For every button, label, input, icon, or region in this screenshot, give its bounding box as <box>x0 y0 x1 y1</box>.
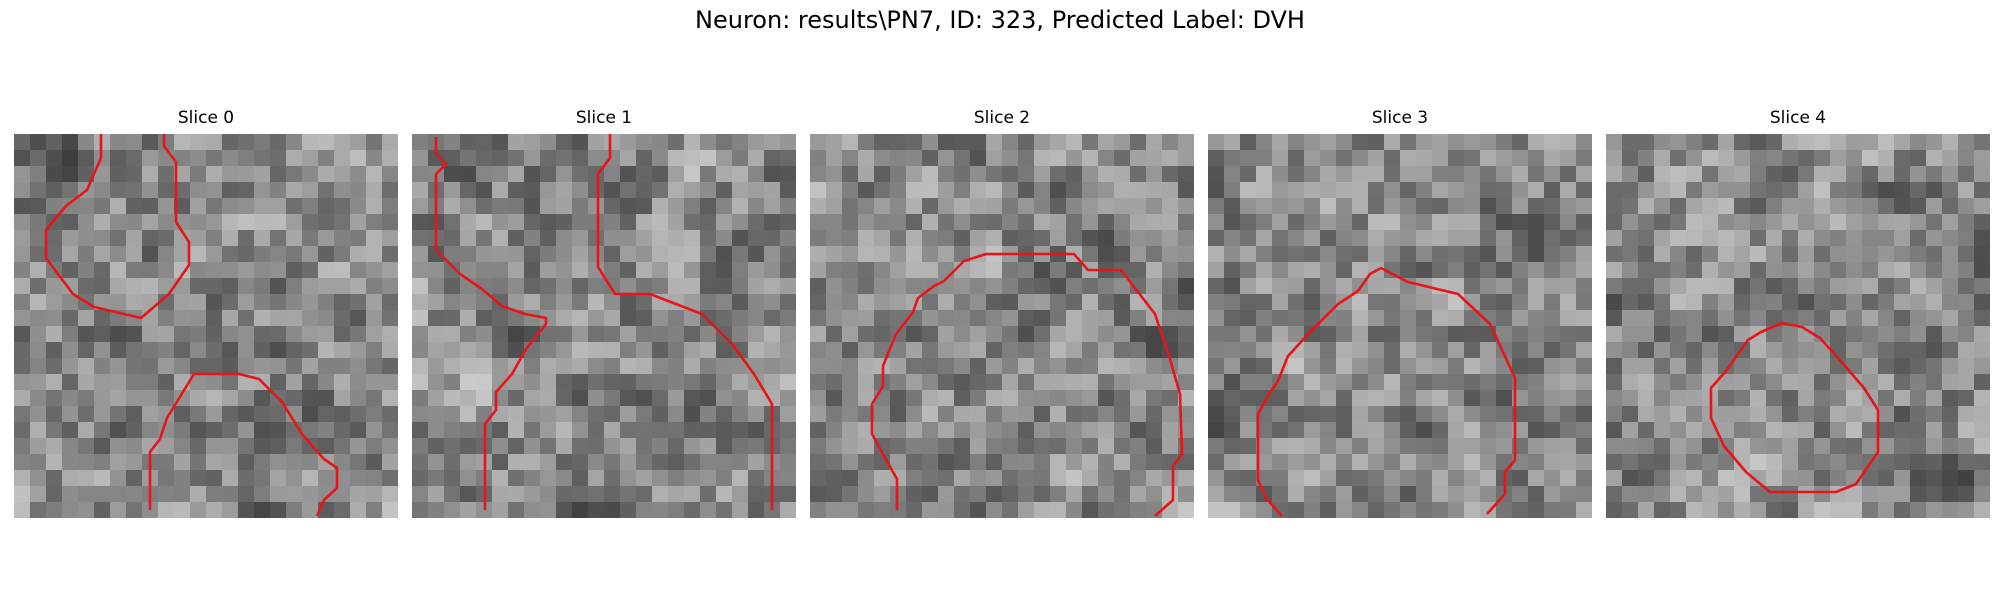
slice-image <box>1208 134 1592 518</box>
neuron-contour <box>44 134 191 320</box>
neuron-contour <box>1709 321 1880 494</box>
slice-image <box>412 134 796 518</box>
neuron-contour <box>870 252 1184 517</box>
neuron-contour <box>1256 266 1517 517</box>
slice-title: Slice 1 <box>575 108 633 128</box>
slice-title: Slice 0 <box>177 108 235 128</box>
slice-title: Slice 2 <box>973 108 1031 128</box>
neuron-contour <box>434 137 548 510</box>
neuron-contour <box>148 372 339 517</box>
slice-image <box>810 134 1194 518</box>
slice-image <box>1606 134 1990 518</box>
figure-title: Neuron: results\PN7, ID: 323, Predicted … <box>695 6 1305 34</box>
neuron-contour <box>596 134 774 510</box>
slice-image <box>14 134 398 518</box>
slice-title: Slice 3 <box>1371 108 1429 128</box>
slice-title: Slice 4 <box>1769 108 1827 128</box>
